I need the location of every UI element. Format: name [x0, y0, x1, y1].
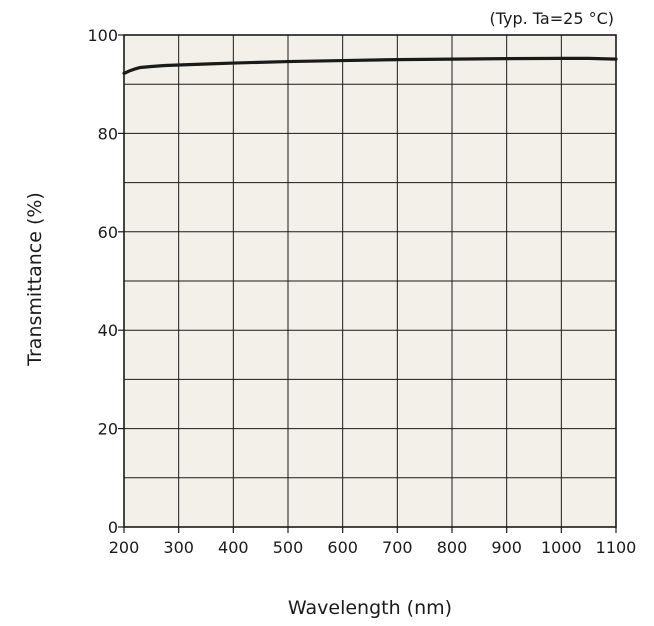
- x-tick-label: 1000: [541, 538, 582, 557]
- x-tick-label: 1100: [596, 538, 637, 557]
- y-tick-labels: 0 20 40 60 80 100: [87, 26, 118, 537]
- x-tick-label: 400: [218, 538, 249, 557]
- y-tick-label: 0: [108, 518, 118, 537]
- x-tick-label: 200: [109, 538, 140, 557]
- x-tick-label: 600: [327, 538, 358, 557]
- y-tick-label: 60: [98, 223, 118, 242]
- x-axis-title: Wavelength (nm): [288, 597, 452, 619]
- x-tick-label: 800: [437, 538, 468, 557]
- x-tick-label: 700: [382, 538, 413, 557]
- condition-note: (Typ. Ta=25 °C): [489, 9, 614, 28]
- series-layer: [122, 56, 618, 75]
- y-tick-label: 40: [98, 321, 118, 340]
- axis-ticks: [118, 34, 617, 533]
- x-tick-label: 500: [273, 538, 304, 557]
- plot-frame: [123, 34, 617, 528]
- y-tick-label: 80: [98, 124, 118, 143]
- y-tick-label: 100: [87, 26, 118, 45]
- x-tick-label: 900: [491, 538, 522, 557]
- y-tick-label: 20: [98, 420, 118, 439]
- x-tick-labels: 200 300 400 500 600 700 800 900 1000 1100: [109, 538, 637, 557]
- y-axis-title: Transmittance (%): [24, 192, 46, 367]
- transmittance-curve: [122, 56, 618, 75]
- x-tick-label: 300: [163, 538, 194, 557]
